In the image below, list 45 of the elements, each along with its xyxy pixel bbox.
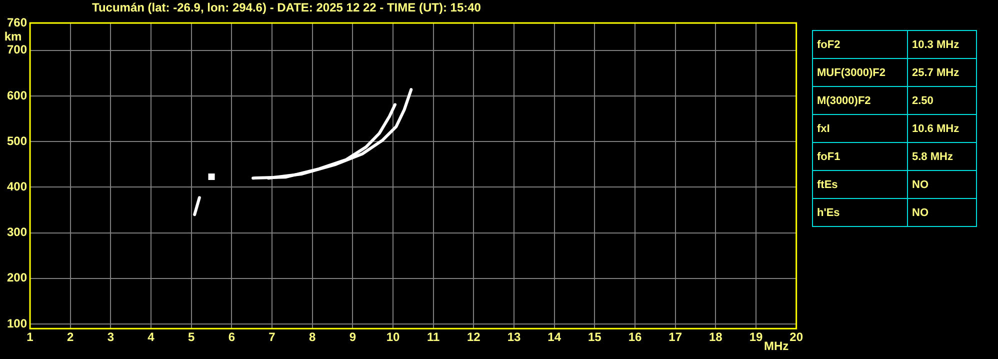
x-tick-label: 6 — [228, 330, 236, 344]
text: 2.50 — [908, 86, 976, 114]
x-tick-label: 9 — [349, 330, 356, 344]
x-tick-label: 2 — [67, 330, 74, 344]
x-tick-label: 13 — [507, 330, 521, 344]
x-tick-label: 19 — [749, 330, 763, 344]
x-tick-label: 3 — [107, 330, 114, 344]
x-tick-label: 20 — [790, 330, 804, 344]
x-tick-label: 1 — [26, 330, 34, 344]
text: NO — [908, 170, 976, 198]
x-tick-label: 14 — [548, 330, 562, 344]
text: MUF(3000)F2 — [812, 58, 908, 86]
y-tick-label: 760 — [6, 15, 28, 30]
text: foF1 — [812, 142, 908, 170]
text: foF2 — [812, 30, 908, 58]
x-tick-label: 10 — [386, 330, 400, 344]
y-tick-label: 200 — [6, 270, 28, 285]
text: h'Es — [812, 198, 908, 226]
x-tick-label: 18 — [708, 330, 723, 344]
x-tick-label: 8 — [309, 330, 316, 344]
y-tick-label: 700 — [6, 42, 28, 57]
y-tick-label: 300 — [6, 225, 28, 240]
text: 25.7 MHz — [908, 58, 976, 86]
y-tick-label: 100 — [6, 316, 28, 330]
y-tick-label: 600 — [6, 88, 28, 102]
text: NO — [908, 198, 976, 226]
x-tick-label: 4 — [148, 330, 155, 344]
text: 5.8 MHz — [908, 142, 976, 170]
x-tick-label: 11 — [426, 330, 440, 344]
chart-title: Tucumán (lat: -26.9, lon: 294.6) - DATE: 2025 12 22 - TIME (UT): 15:40 — [92, 0, 482, 14]
x-tick-label: 12 — [466, 330, 481, 344]
x-tick-label: 16 — [628, 330, 642, 344]
x-tick-label: 15 — [588, 330, 602, 344]
text: 10.3 MHz — [908, 30, 976, 58]
x-tick-label: 17 — [668, 330, 682, 344]
x-axis-title: MHz — [764, 338, 789, 353]
x-tick-label: 5 — [188, 330, 196, 344]
text: fxI — [812, 114, 908, 142]
x-tick-label: 7 — [268, 330, 276, 344]
y-tick-label: 500 — [6, 134, 28, 148]
text: M(3000)F2 — [812, 86, 908, 114]
y-axis-title: km — [4, 29, 22, 44]
y-tick-label: 400 — [6, 180, 28, 194]
text: ftEs — [812, 170, 908, 198]
text: 10.6 MHz — [908, 114, 976, 142]
